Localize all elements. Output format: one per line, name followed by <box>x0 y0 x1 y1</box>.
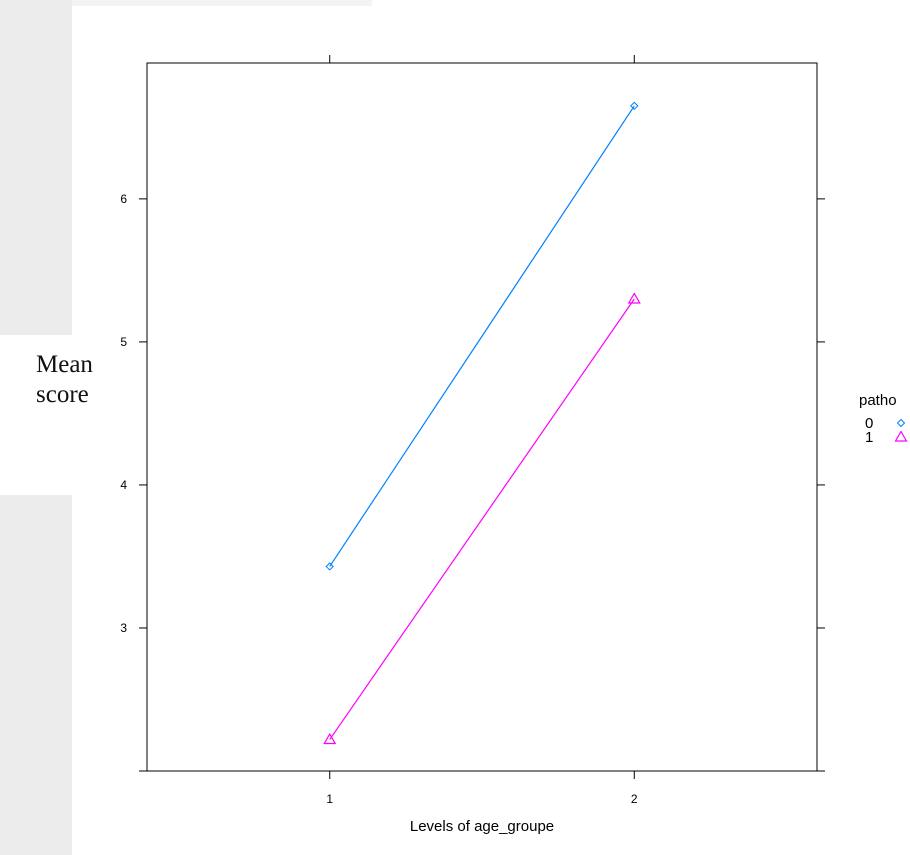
data-point-0 <box>630 101 639 111</box>
y-axis-label-box <box>0 335 118 495</box>
plot-frame <box>146 62 818 772</box>
legend-title: patho <box>859 392 897 409</box>
series-1 <box>323 292 641 745</box>
background-strip <box>72 0 372 6</box>
y-tick-label: 3 <box>120 621 127 635</box>
series-0 <box>325 101 639 571</box>
y-tick-label: 4 <box>120 478 127 492</box>
legend-label-1: 1 <box>865 429 873 446</box>
background-panel-top <box>0 0 72 335</box>
data-point-0 <box>325 562 334 571</box>
data-point-1 <box>323 732 337 745</box>
series-line-0 <box>329 105 635 567</box>
axis-ticks: 3 4 5 6 1 2 <box>120 55 825 806</box>
legend: patho 01 <box>859 392 908 446</box>
y-axis-label: Mean score <box>36 351 93 408</box>
x-tick-label: 1 <box>326 792 333 806</box>
series-layer <box>323 101 641 745</box>
series-line-1 <box>329 298 635 740</box>
y-tick-label: 6 <box>120 192 127 206</box>
y-tick-label: 5 <box>120 335 127 349</box>
legend-label-0: 0 <box>865 415 873 432</box>
legend-marker-1 <box>894 430 908 442</box>
data-point-1 <box>627 292 641 304</box>
x-tick-label: 2 <box>631 792 638 806</box>
background-panel-bottom <box>0 495 72 855</box>
x-axis-title: Levels of age_groupe <box>410 818 554 835</box>
legend-entries: 01 <box>865 415 908 446</box>
legend-marker-0 <box>896 418 906 428</box>
